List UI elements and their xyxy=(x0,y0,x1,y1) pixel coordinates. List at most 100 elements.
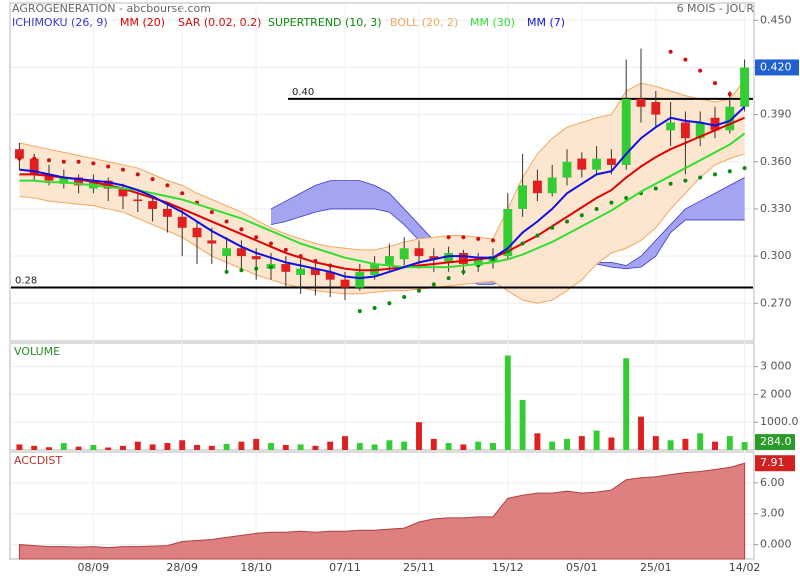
volume-bar xyxy=(223,443,230,450)
indicator-dot xyxy=(417,288,421,293)
volume-bar xyxy=(623,358,630,450)
indicator-dot xyxy=(224,269,229,274)
volume-bar xyxy=(712,441,718,450)
volume-bar xyxy=(593,430,600,450)
candle-body xyxy=(162,208,172,217)
indicator-dot xyxy=(61,159,66,164)
indicator-dot xyxy=(254,235,259,240)
y-tick-label: 3 000 xyxy=(760,360,792,373)
candle-body xyxy=(192,227,202,238)
volume-bar xyxy=(578,436,585,450)
volume-bar xyxy=(386,440,393,450)
indicator-dot xyxy=(505,249,510,254)
legend-entry: MM (20) xyxy=(120,16,165,29)
volume-bar xyxy=(475,441,482,450)
y-tick-label: 0.000 xyxy=(760,538,792,551)
indicator-dot xyxy=(446,235,451,240)
indicator-dot xyxy=(150,177,155,182)
candle-body xyxy=(74,177,84,186)
volume-bar xyxy=(120,445,126,450)
indicator-dot xyxy=(387,301,392,306)
candle-body xyxy=(695,122,705,139)
indicator-dot xyxy=(431,282,436,287)
candle-body xyxy=(621,98,631,165)
indicator-dot xyxy=(713,81,717,86)
y-tick-label: 3.00 xyxy=(760,507,785,520)
legend-entry: SUPERTREND (10, 3) xyxy=(268,16,382,29)
candle-body xyxy=(384,256,394,266)
candle-body xyxy=(29,158,39,175)
candle-body xyxy=(14,149,24,159)
x-tick-label: 25/01 xyxy=(640,561,672,574)
candle-body xyxy=(666,122,676,131)
candle-body xyxy=(296,268,306,275)
indicator-dot xyxy=(357,309,362,314)
indicator-dot xyxy=(668,181,673,186)
volume-bar xyxy=(164,443,171,450)
indicator-dot xyxy=(550,225,555,230)
candle-body xyxy=(562,161,572,178)
indicator-dot xyxy=(727,169,732,174)
volume-badge xyxy=(755,434,795,451)
volume-bar xyxy=(401,441,408,450)
candle-body xyxy=(518,185,528,209)
volume-bar xyxy=(31,445,38,450)
price-badge xyxy=(755,59,799,76)
x-tick-label: 08/09 xyxy=(78,561,110,574)
y-tick-label: 0.270 xyxy=(760,296,792,309)
volume-bar xyxy=(149,444,156,450)
volume-bar xyxy=(105,447,112,450)
candle-body xyxy=(725,106,735,131)
level-label: 0.28 xyxy=(15,276,37,287)
panel-title: ACCDIST xyxy=(14,454,62,467)
legend-entry: ICHIMOKU (26, 9) xyxy=(12,16,108,29)
indicator-dot xyxy=(742,166,747,171)
candle-body xyxy=(340,279,350,288)
candle-body xyxy=(177,216,187,228)
volume-bar xyxy=(564,438,570,450)
indicator-dot xyxy=(47,158,51,163)
candle-body xyxy=(118,188,128,197)
indicator-dot xyxy=(713,172,717,177)
indicator-dot xyxy=(106,164,111,169)
indicator-dot xyxy=(135,172,140,177)
indicator-dot xyxy=(476,236,481,241)
indicator-dot xyxy=(402,294,407,299)
candle-body xyxy=(399,248,409,260)
indicator-dot xyxy=(446,276,451,281)
indicator-dot xyxy=(683,57,688,62)
volume-bar xyxy=(134,441,141,450)
indicator-dot xyxy=(209,210,214,215)
indicator-dot xyxy=(579,213,584,218)
indicator-dot xyxy=(609,200,614,205)
panel-title: VOLUME xyxy=(14,345,60,358)
candle-body xyxy=(577,158,587,170)
indicator-dot xyxy=(668,49,673,54)
indicator-dot xyxy=(520,241,525,246)
volume-bar xyxy=(46,447,52,450)
indicator-dot xyxy=(653,186,658,191)
indicator-dot xyxy=(298,254,303,259)
indicator-dot xyxy=(565,219,569,224)
candle-body xyxy=(414,248,424,257)
volume-bar xyxy=(208,445,215,450)
candle-body xyxy=(355,271,365,288)
indicator-dot xyxy=(683,178,688,183)
candle-body xyxy=(458,252,468,264)
candle-body xyxy=(592,158,602,170)
indicator-dot xyxy=(461,269,466,274)
candle-body xyxy=(680,122,690,139)
x-tick-label: 14/02 xyxy=(729,561,761,574)
indicator-dot xyxy=(224,219,229,224)
volume-bar xyxy=(371,444,378,450)
y-tick-label: 0.390 xyxy=(760,108,792,121)
volume-bar xyxy=(519,399,526,450)
volume-bar xyxy=(179,440,186,450)
volume-bar xyxy=(282,444,289,450)
indicator-dot xyxy=(535,233,540,238)
candle-body xyxy=(281,263,291,272)
x-tick-label: 07/11 xyxy=(329,561,361,574)
volume-badge-label: 284.0 xyxy=(760,435,792,448)
indicator-dot xyxy=(180,191,185,196)
candle-body xyxy=(606,158,616,165)
